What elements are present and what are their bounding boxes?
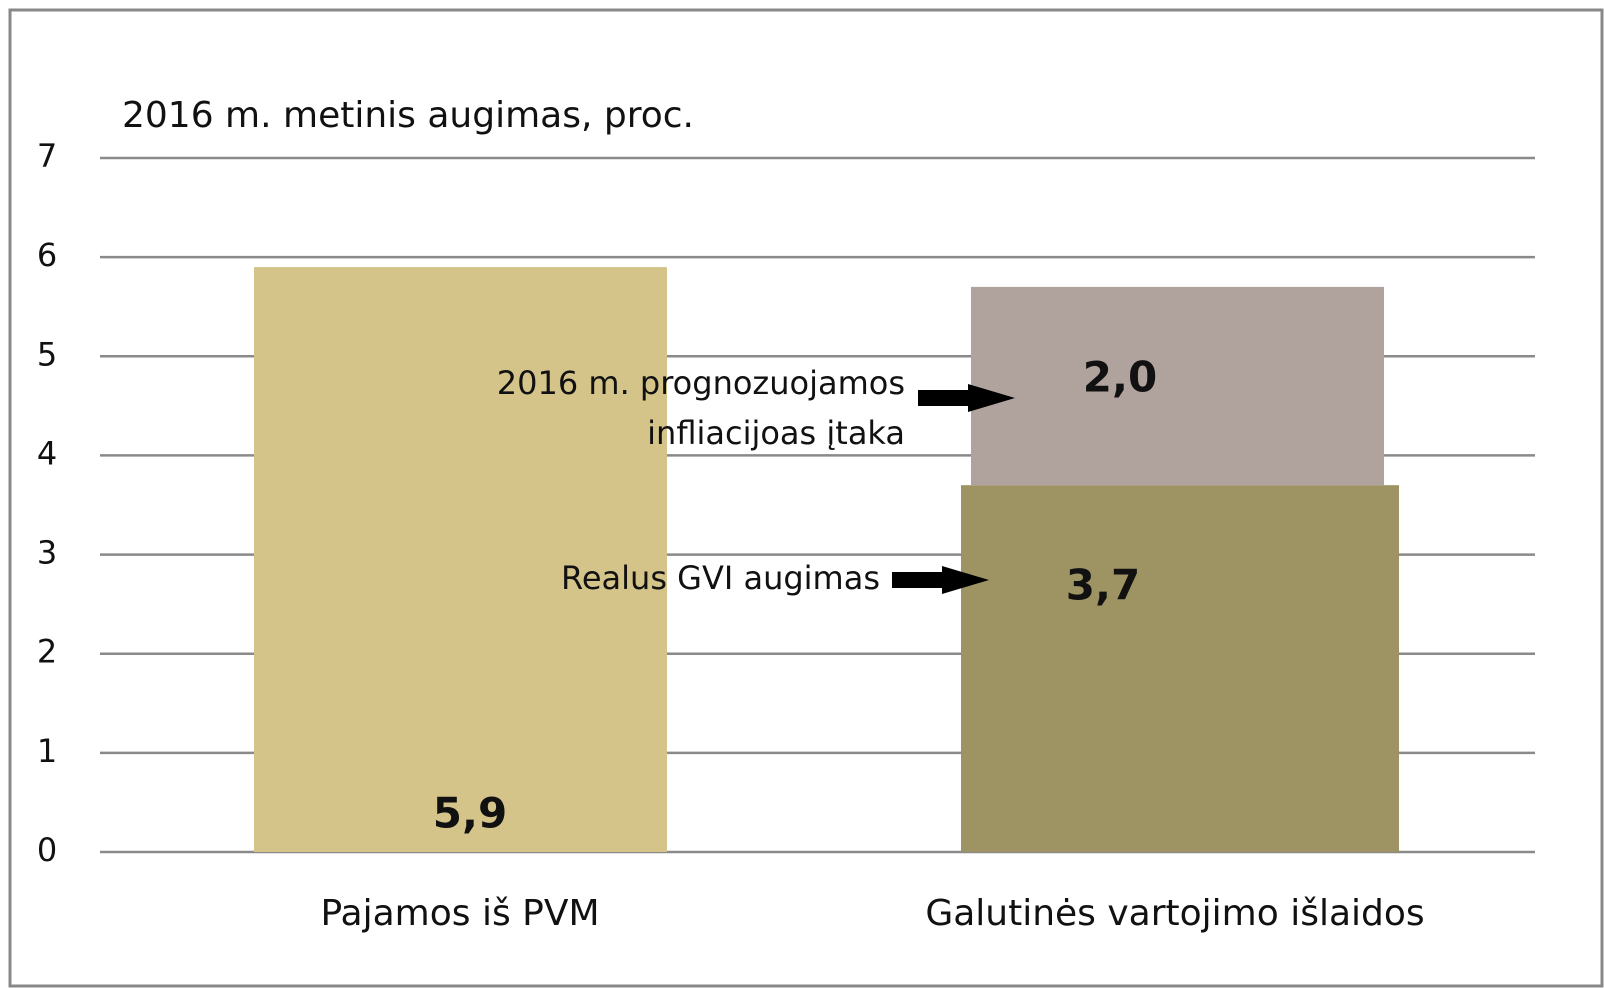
x-tick-label: Pajamos iš PVM (320, 893, 599, 934)
x-tick-label: Galutinės vartojimo išlaidos (925, 893, 1424, 934)
y-tick-label: 2 (37, 633, 57, 671)
y-tick-label: 6 (37, 236, 57, 274)
y-tick-label: 1 (37, 732, 57, 770)
y-tick-label: 5 (37, 335, 57, 373)
annotation: Realus GVI augimas (561, 559, 880, 597)
annotation: infliacijoas įtaka (647, 414, 905, 452)
bar (971, 286, 1384, 486)
arrow (892, 566, 989, 594)
y-tick-label: 7 (37, 137, 57, 175)
bar (254, 267, 667, 852)
value-label: 5,9 (433, 789, 507, 838)
value-label: 2,0 (1083, 353, 1157, 402)
y-tick-label: 3 (37, 534, 57, 572)
y-tick-label: 4 (37, 434, 57, 472)
chart-title: 2016 m. metinis augimas, proc. (122, 95, 694, 136)
arrow (918, 384, 1015, 412)
annotation: 2016 m. prognozuojamos (497, 364, 905, 402)
y-tick-label: 0 (37, 831, 57, 869)
value-label: 3,7 (1066, 561, 1140, 610)
bar (961, 485, 1399, 852)
